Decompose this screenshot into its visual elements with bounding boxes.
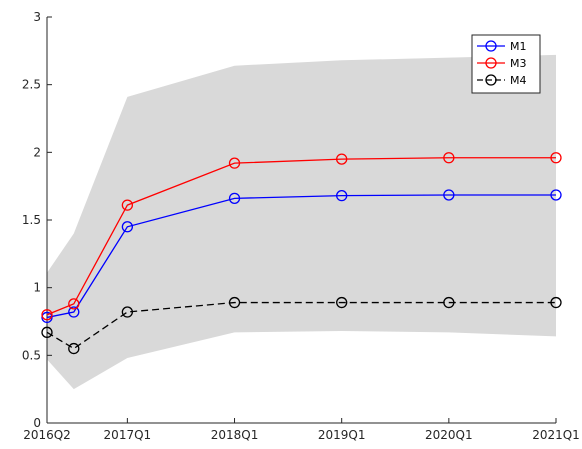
data-point	[336, 153, 348, 165]
series-m4	[41, 296, 562, 355]
y-tick-label: 0	[33, 416, 41, 430]
series-line	[46, 194, 556, 319]
y-tick-label: 1	[33, 281, 41, 295]
data-point	[443, 152, 455, 164]
data-point	[41, 311, 53, 324]
data-point	[68, 298, 80, 310]
data-point	[228, 192, 241, 204]
x-tick-label: 2018Q1	[211, 428, 259, 442]
x-tick-label: 2016Q2	[23, 428, 71, 442]
y-tick-label: 2	[33, 145, 41, 159]
legend-entry-label: M4	[510, 74, 527, 87]
y-tick-label: 3	[33, 10, 41, 24]
series-layer	[41, 152, 562, 355]
series-m1	[41, 189, 562, 324]
x-tick-label: 2019Q1	[318, 428, 366, 442]
data-point	[550, 296, 562, 309]
series-line	[46, 301, 556, 350]
data-point	[550, 152, 562, 164]
axes: 0 0.5 1 1.5 2 2.5 3 2016Q2 2017Q1 2018Q1 2019Q1 202…	[22, 10, 580, 442]
legend-entry-label: M3	[510, 57, 527, 70]
x-tick-label: 2021Q1	[532, 428, 580, 442]
y-tick-label: 1.5	[22, 213, 41, 227]
data-point	[121, 221, 134, 233]
data-point	[228, 296, 241, 309]
legend-box	[471, 34, 541, 94]
legend-entry-label: M1	[510, 40, 527, 53]
data-point	[443, 296, 455, 309]
data-point	[336, 296, 348, 309]
series-line	[46, 157, 556, 316]
x-tick-label: 2020Q1	[425, 428, 473, 442]
data-point	[121, 306, 134, 318]
x-tick-label: 2017Q1	[104, 428, 152, 442]
legend-swatch-marker	[485, 74, 497, 86]
legend-swatch-marker	[485, 40, 497, 52]
data-point	[68, 306, 80, 318]
data-point	[336, 189, 348, 202]
confidence-band	[47, 54, 556, 390]
data-point	[68, 342, 80, 355]
data-point	[228, 157, 241, 169]
series-m3	[41, 152, 562, 321]
confidence-band-layer	[47, 54, 556, 390]
y-tick-label: 2.5	[22, 78, 41, 92]
data-point	[41, 309, 53, 321]
data-point	[41, 326, 53, 338]
y-tick-label: 0.5	[22, 348, 41, 362]
data-point	[550, 189, 562, 201]
data-point	[443, 189, 455, 201]
legend: M1 M3 M4	[471, 34, 541, 94]
data-point	[121, 199, 134, 211]
legend-swatch-marker	[485, 57, 497, 69]
